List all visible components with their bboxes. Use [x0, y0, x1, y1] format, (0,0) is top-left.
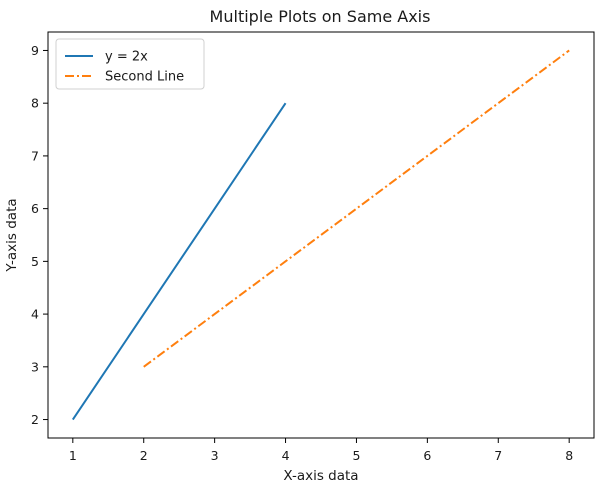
legend: y = 2x Second Line — [55, 38, 205, 90]
x-axis-ticks: 1 2 3 4 5 6 7 8 — [69, 438, 573, 463]
y-axis-ticks: 2 3 4 5 6 7 8 9 — [31, 43, 48, 427]
x-axis-label: X-axis data — [283, 468, 358, 484]
y-axis-label: Y-axis data — [4, 198, 20, 272]
series-layer — [71, 49, 570, 421]
y-tick-label: 8 — [31, 96, 39, 111]
x-tick-label: 7 — [494, 448, 502, 463]
legend-label-2: Second Line — [105, 70, 184, 85]
x-tick-label: 5 — [352, 448, 360, 463]
chart-title: Multiple Plots on Same Axis — [210, 7, 431, 26]
y-tick-label: 3 — [31, 359, 39, 374]
x-tick-label: 1 — [69, 448, 77, 463]
plot-frame — [47, 31, 595, 439]
series-line-1 — [71, 102, 287, 421]
y-tick-label: 2 — [31, 412, 39, 427]
x-tick-label: 2 — [140, 448, 148, 463]
y-tick-label: 4 — [31, 307, 39, 322]
legend-label-1: y = 2x — [105, 50, 148, 65]
x-tick-label: 3 — [211, 448, 219, 463]
y-tick-label: 6 — [31, 201, 39, 216]
y-tick-label: 5 — [31, 254, 39, 269]
y-tick-label: 7 — [31, 148, 39, 163]
x-tick-label: 8 — [565, 448, 573, 463]
series-line-2 — [143, 49, 570, 368]
y-tick-label: 9 — [31, 43, 39, 58]
x-tick-label: 4 — [282, 448, 290, 463]
legend-box — [55, 38, 205, 90]
x-tick-label: 6 — [423, 448, 431, 463]
